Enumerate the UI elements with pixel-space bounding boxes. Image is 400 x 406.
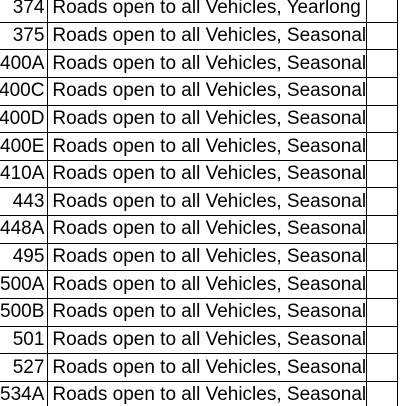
road-description-cell[interactable]: Roads open to all Vehicles, Seasonal bbox=[47, 380, 368, 406]
table-row: 400A Roads open to all Vehicles, Seasonal… bbox=[0, 49, 398, 78]
road-id-cell[interactable]: 400A bbox=[0, 49, 49, 78]
road-id-cell[interactable]: 500A bbox=[0, 270, 49, 300]
road-id-cell[interactable]: 527 bbox=[0, 353, 49, 382]
road-value-cell[interactable]: 1,0 bbox=[366, 380, 398, 406]
road-value-cell[interactable]: 9 bbox=[366, 76, 398, 106]
road-description-cell[interactable]: Roads open to all Vehicles, Yearlong bbox=[47, 0, 368, 23]
road-value-cell[interactable]: 5 bbox=[366, 325, 398, 355]
table-row: 400E Roads open to all Vehicles, Seasonal… bbox=[0, 132, 398, 161]
road-id-cell[interactable]: 495 bbox=[0, 242, 49, 272]
table-row: 448A Roads open to all Vehicles, Seasonal… bbox=[0, 215, 398, 244]
road-value-cell[interactable]: 34 bbox=[366, 215, 398, 244]
road-description-cell[interactable]: Roads open to all Vehicles, Seasonal bbox=[47, 159, 368, 189]
road-value-cell[interactable]: 1,3 bbox=[366, 104, 398, 134]
table-row: 500A Roads open to all Vehicles, Seasonal… bbox=[0, 270, 398, 300]
road-description-cell[interactable]: Roads open to all Vehicles, Seasonal bbox=[47, 21, 368, 51]
road-description-cell[interactable]: Roads open to all Vehicles, Seasonal bbox=[47, 49, 368, 78]
road-id-cell[interactable]: 374 bbox=[0, 0, 49, 23]
road-id-cell[interactable]: 501 bbox=[0, 325, 49, 355]
road-description-cell[interactable]: Roads open to all Vehicles, Seasonal bbox=[47, 270, 368, 300]
road-value-cell[interactable]: 7 bbox=[366, 159, 398, 189]
road-value-cell[interactable]: 3 bbox=[366, 298, 398, 327]
road-id-cell[interactable]: 534A bbox=[0, 380, 49, 406]
road-description-cell[interactable]: Roads open to all Vehicles, Seasonal bbox=[47, 187, 368, 217]
road-id-cell[interactable]: 400E bbox=[0, 132, 49, 161]
road-value-cell[interactable]: 9 bbox=[366, 353, 398, 382]
road-description-cell[interactable]: Roads open to all Vehicles, Seasonal bbox=[47, 215, 368, 244]
road-description-cell[interactable]: Roads open to all Vehicles, Seasonal bbox=[47, 104, 368, 134]
road-description-cell[interactable]: Roads open to all Vehicles, Seasonal bbox=[47, 353, 368, 382]
road-id-cell[interactable]: 443 bbox=[0, 187, 49, 217]
road-description-cell[interactable]: Roads open to all Vehicles, Seasonal bbox=[47, 242, 368, 272]
road-id-cell[interactable]: 448A bbox=[0, 215, 49, 244]
road-value-cell[interactable]: 4 bbox=[366, 49, 398, 78]
road-value-cell[interactable]: 3 bbox=[366, 270, 398, 300]
road-value-cell[interactable]: 1,1 bbox=[366, 187, 398, 217]
table-row: 534A Roads open to all Vehicles, Seasonal… bbox=[0, 380, 398, 406]
road-description-cell[interactable]: Roads open to all Vehicles, Seasonal bbox=[47, 132, 368, 161]
road-description-cell[interactable]: Roads open to all Vehicles, Seasonal bbox=[47, 298, 368, 327]
road-value-cell[interactable]: 70 bbox=[366, 21, 398, 51]
road-value-cell[interactable]: 9 bbox=[366, 242, 398, 272]
road-description-cell[interactable]: Roads open to all Vehicles, Seasonal bbox=[47, 76, 368, 106]
road-id-cell[interactable]: 400C bbox=[0, 76, 49, 106]
road-value-cell[interactable]: 34 bbox=[366, 132, 398, 161]
road-id-cell[interactable]: 410A bbox=[0, 159, 49, 189]
road-value-cell[interactable]: 1,2 bbox=[366, 0, 398, 23]
table-row: 500B Roads open to all Vehicles, Seasonal… bbox=[0, 298, 398, 327]
table-row: 400D Roads open to all Vehicles, Seasonal… bbox=[0, 104, 398, 134]
road-id-cell[interactable]: 375 bbox=[0, 21, 49, 51]
road-id-cell[interactable]: 400D bbox=[0, 104, 49, 134]
table-row: 410A Roads open to all Vehicles, Seasonal… bbox=[0, 159, 398, 189]
road-id-cell[interactable]: 500B bbox=[0, 298, 49, 327]
road-description-cell[interactable]: Roads open to all Vehicles, Seasonal bbox=[47, 325, 368, 355]
table-row: 400C Roads open to all Vehicles, Seasonal… bbox=[0, 76, 398, 106]
